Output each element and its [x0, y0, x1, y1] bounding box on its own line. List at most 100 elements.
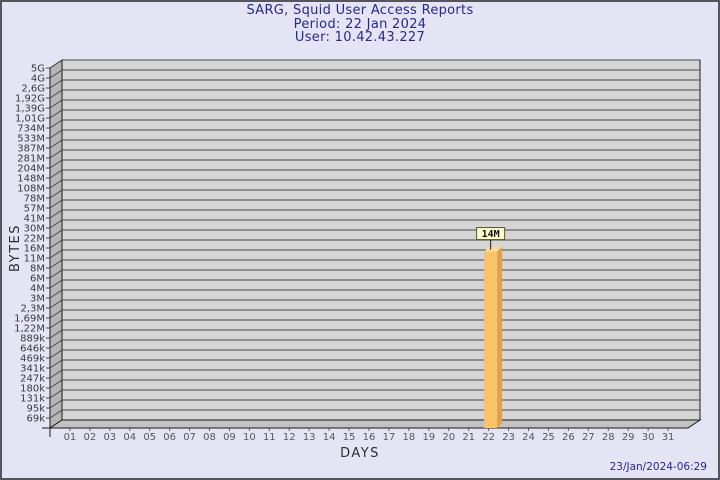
x-tick-label: 10: [243, 432, 256, 443]
y-tick-label: 204M: [17, 164, 45, 175]
chart-subtitle-period: Period: 22 Jan 2024: [293, 16, 427, 32]
y-grid-depth-line: [49, 259, 63, 269]
y-grid-depth-line: [49, 389, 63, 399]
x-tick-label: 31: [662, 432, 675, 443]
y-grid-depth-line: [49, 179, 63, 189]
y-grid-depth-line: [49, 219, 63, 229]
x-tick-label: 17: [383, 432, 396, 443]
y-tick-label: 30M: [24, 224, 45, 235]
x-tick-label: 15: [343, 432, 356, 443]
y-grid-depth-line: [49, 249, 63, 259]
x-tick-label: 12: [283, 432, 296, 443]
x-tick-label: 30: [642, 432, 655, 443]
x-tick-label: 05: [143, 432, 156, 443]
y-grid-depth-line: [49, 89, 63, 99]
x-tick-label: 26: [562, 432, 575, 443]
y-grid-depth-line: [49, 379, 63, 389]
x-tick-label: 09: [223, 432, 236, 443]
y-tick-label: 341k: [20, 364, 45, 375]
x-tick-label: 16: [363, 432, 376, 443]
y-axis-title: BYTES: [8, 223, 23, 273]
y-grid-depth-line: [49, 289, 63, 299]
x-tick-label: 27: [582, 432, 595, 443]
x-axis-title: DAYS: [340, 446, 380, 461]
y-tick-label: 16M: [24, 244, 45, 255]
y-grid-depth-line: [49, 139, 63, 149]
x-tick-label: 21: [462, 432, 475, 443]
y-tick-label: 1,69M: [14, 314, 45, 325]
y-tick-label: 734M: [17, 124, 45, 135]
y-tick-label: 78M: [24, 194, 45, 205]
y-tick-label: 57M: [24, 204, 45, 215]
y-tick-label: 108M: [17, 184, 45, 195]
x-tick-label: 23: [502, 432, 515, 443]
y-grid-depth-line: [49, 109, 63, 119]
x-tick-label: 06: [163, 432, 176, 443]
bar-front: [484, 251, 498, 428]
x-tick-label: 13: [303, 432, 316, 443]
x-tick-label: 24: [522, 432, 535, 443]
y-grid-depth-line: [49, 319, 63, 329]
x-tick-label: 18: [403, 432, 416, 443]
y-tick-label: 8M: [30, 264, 45, 275]
y-grid-depth-line: [49, 119, 63, 129]
y-tick-label: 3M: [30, 294, 45, 305]
x-tick-label: 28: [602, 432, 615, 443]
x-tick-label: 02: [84, 432, 97, 443]
y-grid-depth-line: [49, 149, 63, 159]
x-tick-label: 22: [482, 432, 495, 443]
y-grid-depth-line: [49, 79, 63, 89]
x-tick-label: 14: [323, 432, 336, 443]
chart-title-block: SARG, Squid User Access Reports Period: …: [0, 4, 720, 45]
y-tick-label: 1,01G: [15, 114, 45, 125]
x-tick-label: 29: [622, 432, 635, 443]
y-tick-label: 281M: [17, 154, 45, 165]
y-grid-depth-line: [49, 129, 63, 139]
x-tick-label: 25: [542, 432, 555, 443]
floor: [48, 419, 702, 429]
y-grid-depth-line: [49, 339, 63, 349]
y-tick-label: 1,92G: [15, 94, 45, 105]
y-grid-depth-line: [49, 329, 63, 339]
y-grid-depth-line: [49, 309, 63, 319]
y-tick-label: 41M: [24, 214, 45, 225]
y-tick-label: 4G: [31, 74, 45, 85]
y-tick-label: 5G: [31, 64, 45, 75]
y-tick-label: 6M: [30, 274, 45, 285]
y-tick-label: 95k: [26, 404, 45, 415]
x-tick-label: 01: [64, 432, 77, 443]
y-tick-label: 180k: [20, 384, 45, 395]
y-tick-label: 1,39G: [15, 104, 45, 115]
y-tick-label: 131k: [20, 394, 45, 405]
y-grid-depth-line: [49, 69, 63, 79]
y-grid-depth-line: [49, 209, 63, 219]
y-tick-label: 2,3M: [20, 304, 45, 315]
x-tick-label: 08: [203, 432, 216, 443]
y-grid-depth-line: [49, 349, 63, 359]
bar-value-label-box: [476, 227, 506, 241]
y-grid-depth-line: [49, 399, 63, 409]
y-grid-depth-line: [49, 169, 63, 179]
y-grid-depth-line: [49, 189, 63, 199]
y-tick-label: 69k: [26, 414, 45, 425]
y-tick-label: 387M: [17, 144, 45, 155]
y-tick-label: 4M: [30, 284, 45, 295]
bar-side: [497, 246, 503, 428]
y-grid-depth-line: [49, 269, 63, 279]
bar-value-label: 14M: [482, 229, 500, 240]
y-tick-label: 1,22M: [14, 324, 45, 335]
report-timestamp: 23/Jan/2024-06:29: [609, 461, 707, 473]
y-grid-depth-line: [49, 99, 63, 109]
y-tick-label: 22M: [24, 234, 45, 245]
y-tick-label: 148M: [17, 174, 45, 185]
x-tick-label: 11: [263, 432, 276, 443]
x-tick-label: 03: [103, 432, 116, 443]
x-tick-label: 19: [422, 432, 435, 443]
x-tick-label: 04: [123, 432, 136, 443]
y-tick-label: 247k: [20, 374, 45, 385]
y-grid-depth-line: [49, 159, 63, 169]
y-tick-label: 469k: [20, 354, 45, 365]
chart-title: SARG, Squid User Access Reports: [246, 3, 474, 18]
